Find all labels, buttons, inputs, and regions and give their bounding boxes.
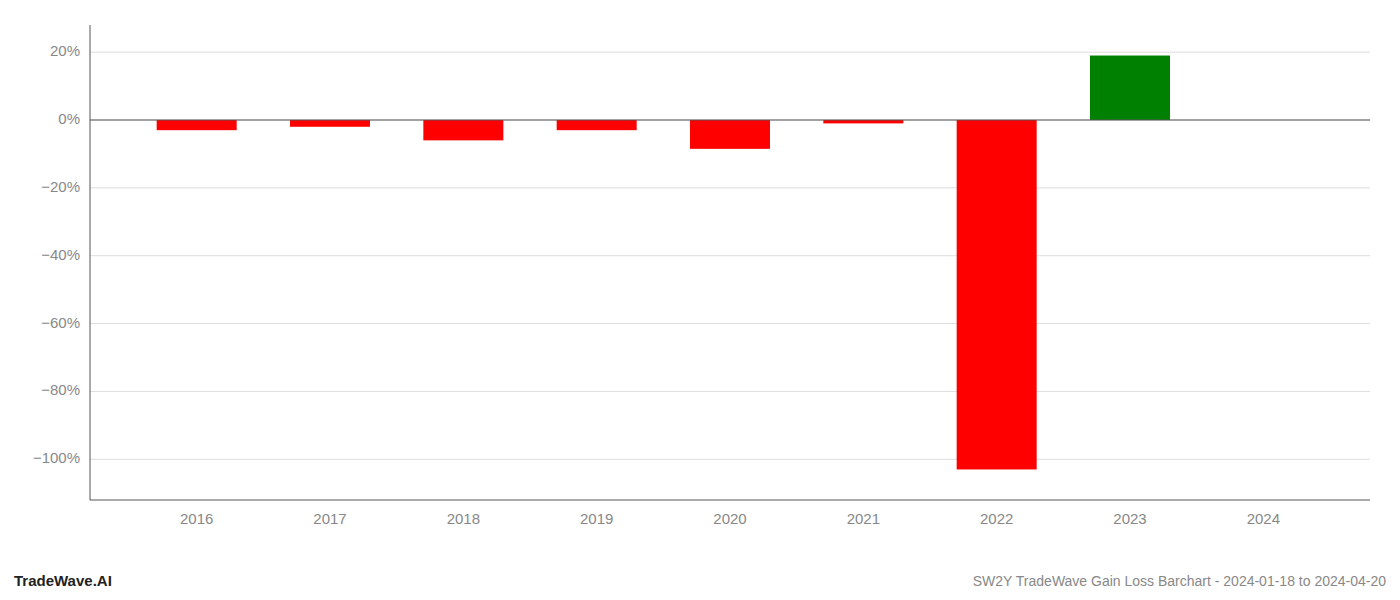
x-tick-label: 2021	[847, 510, 880, 527]
x-axis-line	[90, 500, 1370, 501]
bar	[1090, 56, 1170, 120]
bar	[823, 120, 903, 123]
bar	[423, 120, 503, 140]
grid-line	[90, 255, 1370, 256]
x-tick-label: 2017	[313, 510, 346, 527]
grid-line	[90, 187, 1370, 188]
x-tick-label: 2020	[713, 510, 746, 527]
bar	[557, 120, 637, 130]
x-tick-label: 2019	[580, 510, 613, 527]
x-tick-label: 2023	[1113, 510, 1146, 527]
grid-line	[90, 459, 1370, 460]
bar	[157, 120, 237, 130]
y-tick-label: 20%	[50, 42, 80, 59]
y-tick-label: −20%	[41, 178, 80, 195]
chart: 20% 0% −20% −40% −60% −80% −100% 2016 2017 2018 20…	[0, 0, 1400, 600]
grid-line	[90, 323, 1370, 324]
bar	[957, 120, 1037, 469]
x-tick-label: 2018	[447, 510, 480, 527]
chart-title: SW2Y TradeWave Gain Loss Barchart - 2024…	[973, 573, 1386, 589]
zero-line	[90, 120, 1370, 121]
y-tick-label: 0%	[58, 110, 80, 127]
bars	[157, 56, 1170, 470]
bar	[690, 120, 770, 149]
footer-text: TradeWave.AI	[14, 572, 112, 589]
bar	[290, 120, 370, 127]
grid-line	[90, 391, 1370, 392]
x-tick-label: 2016	[180, 510, 213, 527]
grid-line	[90, 120, 1370, 121]
x-tick-label: 2024	[1247, 510, 1280, 527]
grid-line	[90, 52, 1370, 53]
page: {"chart_data": {"type": "bar", "title": …	[0, 0, 1400, 600]
x-tick-label: 2022	[980, 510, 1013, 527]
y-tick-label: −80%	[41, 381, 80, 398]
y-tick-label: −100%	[33, 449, 80, 466]
y-tick-label: −60%	[41, 314, 80, 331]
y-tick-label: −40%	[41, 246, 80, 263]
y-axis-line	[90, 25, 91, 500]
y-grid	[90, 52, 1370, 459]
